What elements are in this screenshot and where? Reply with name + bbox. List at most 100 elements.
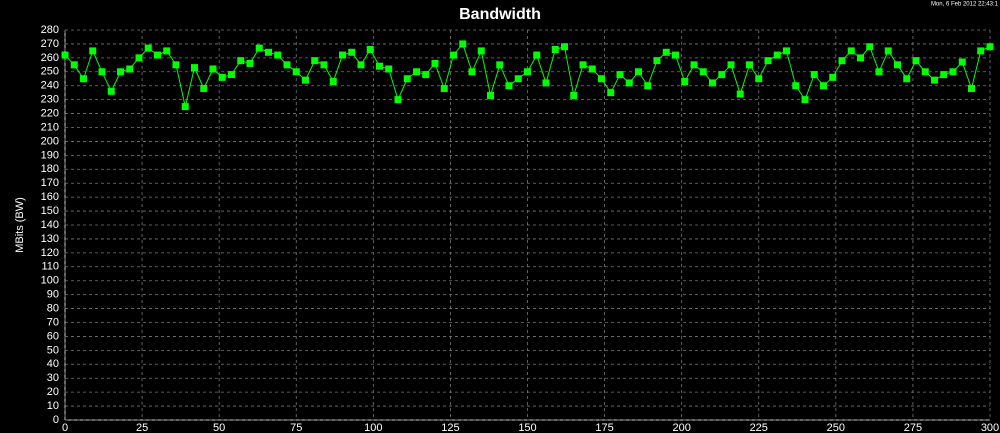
y-tick-label: 240 — [41, 80, 59, 92]
point — [958, 58, 966, 66]
point — [912, 57, 920, 65]
point — [931, 76, 938, 84]
y-tick-label: 40 — [47, 358, 59, 370]
point — [598, 75, 605, 83]
point — [968, 85, 975, 92]
point — [422, 71, 430, 79]
y-tick-label: 190 — [41, 149, 59, 161]
point — [773, 51, 781, 59]
point — [228, 71, 235, 79]
x-tick-label: 75 — [290, 422, 302, 433]
y-tick-label: 280 — [41, 24, 59, 36]
point — [709, 79, 716, 87]
y-tick-label: 250 — [41, 66, 59, 78]
point — [320, 61, 328, 69]
point — [339, 51, 346, 59]
point — [394, 96, 402, 104]
point — [413, 68, 420, 76]
point — [764, 57, 772, 65]
point — [792, 82, 800, 90]
point — [237, 57, 245, 65]
point — [403, 75, 411, 83]
y-tick-label: 150 — [41, 205, 59, 217]
point — [468, 68, 476, 76]
point — [376, 62, 383, 70]
point — [302, 76, 309, 84]
point — [579, 61, 587, 69]
point — [209, 65, 217, 73]
y-tick-label: 50 — [47, 344, 59, 356]
point — [727, 61, 735, 69]
point — [292, 68, 300, 76]
point — [783, 47, 790, 55]
point — [940, 71, 948, 79]
point — [98, 68, 106, 76]
point — [903, 75, 911, 83]
point — [172, 61, 180, 69]
point — [154, 51, 161, 59]
y-tick-label: 10 — [47, 400, 59, 412]
point — [200, 85, 208, 92]
point — [949, 68, 957, 76]
x-tick-label: 150 — [518, 422, 536, 433]
chart-title: Bandwidth — [459, 6, 541, 23]
point — [699, 68, 707, 76]
point — [607, 89, 615, 97]
point — [357, 61, 365, 69]
point — [653, 57, 661, 65]
x-tick-label: 125 — [441, 422, 459, 433]
point — [450, 51, 457, 59]
point — [635, 68, 642, 76]
point — [644, 82, 652, 90]
point — [866, 43, 874, 51]
y-tick-label: 0 — [53, 414, 59, 426]
point — [80, 75, 87, 83]
point — [274, 51, 282, 59]
point — [801, 96, 809, 104]
point — [977, 47, 985, 55]
y-tick-label: 70 — [47, 316, 59, 328]
point — [348, 48, 356, 56]
point — [126, 65, 134, 73]
x-tick-label: 25 — [136, 422, 148, 433]
point — [107, 87, 115, 95]
point — [117, 68, 124, 76]
point — [505, 82, 513, 90]
point — [431, 59, 439, 67]
point — [218, 73, 226, 81]
point — [496, 61, 504, 69]
point — [144, 44, 152, 52]
point — [246, 59, 254, 67]
point — [746, 61, 753, 69]
x-tick-label: 0 — [62, 422, 68, 433]
x-tick-label: 200 — [672, 422, 690, 433]
y-tick-label: 80 — [47, 302, 59, 314]
point — [440, 85, 448, 92]
y-tick-label: 110 — [41, 261, 59, 273]
point — [477, 47, 485, 55]
y-tick-label: 260 — [41, 52, 59, 64]
point — [70, 61, 78, 69]
point — [847, 47, 855, 55]
point — [810, 71, 818, 79]
point — [820, 82, 827, 90]
point — [681, 78, 689, 86]
point — [283, 61, 291, 69]
x-tick-label: 250 — [827, 422, 845, 433]
point — [311, 57, 319, 65]
y-tick-label: 270 — [41, 38, 59, 50]
x-tick-label: 175 — [595, 422, 613, 433]
y-tick-label: 100 — [41, 275, 59, 287]
point — [755, 75, 763, 83]
point — [459, 40, 467, 48]
y-tick-label: 180 — [41, 163, 59, 175]
point — [487, 91, 494, 99]
point — [89, 47, 97, 55]
point — [718, 71, 726, 79]
y-tick-label: 20 — [47, 386, 59, 398]
point — [385, 65, 393, 73]
y-tick-label: 220 — [41, 107, 59, 119]
y-tick-label: 200 — [41, 135, 59, 147]
point — [542, 79, 550, 87]
